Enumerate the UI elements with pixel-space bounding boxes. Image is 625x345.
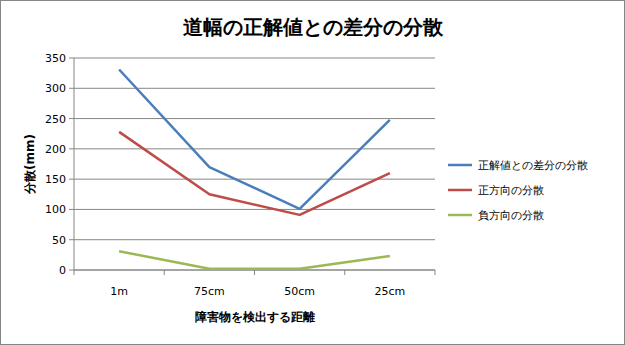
- y-tick-label: 300: [45, 82, 66, 95]
- series-line: [119, 132, 390, 215]
- grid-line: [74, 179, 435, 180]
- x-tick-label: 50cm: [284, 285, 315, 298]
- grid-line: [74, 209, 435, 210]
- x-tick: [164, 270, 165, 275]
- legend-label: 正方向の分散: [478, 184, 544, 197]
- series-line: [119, 251, 390, 269]
- y-tick-label: 50: [52, 234, 66, 247]
- grid-line: [74, 239, 435, 240]
- grid-line: [74, 88, 435, 89]
- y-tick: [69, 58, 74, 59]
- legend-swatch: [448, 214, 472, 217]
- x-tick: [74, 270, 75, 275]
- x-tick: [254, 270, 255, 275]
- x-tick-label: 75cm: [194, 285, 225, 298]
- x-tick: [344, 270, 345, 275]
- y-tick: [69, 148, 74, 149]
- legend-label: 負方向の分散: [478, 209, 544, 222]
- grid-line: [74, 118, 435, 119]
- grid-line: [74, 58, 435, 59]
- y-axis: [74, 58, 75, 270]
- x-tick: [435, 270, 436, 275]
- y-tick: [69, 270, 74, 271]
- y-tick-label: 200: [45, 143, 66, 156]
- x-tick-label: 1m: [110, 285, 128, 298]
- series-line: [119, 70, 390, 209]
- chart-frame: [1, 1, 625, 345]
- plot-area: [119, 70, 390, 269]
- x-axis-title: 障害物を検出する距離: [195, 310, 315, 324]
- y-tick-label: 350: [45, 52, 66, 65]
- y-tick-label: 250: [45, 113, 66, 126]
- y-tick: [69, 88, 74, 89]
- y-tick: [69, 179, 74, 180]
- y-tick-label: 150: [45, 173, 66, 186]
- y-axis-title: 分散(mm): [23, 134, 37, 195]
- legend-label: 正解値との差分の分散: [478, 159, 588, 172]
- legend-swatch: [448, 189, 472, 192]
- x-tick-label: 25cm: [374, 285, 405, 298]
- y-tick: [69, 239, 74, 240]
- legend-swatch: [448, 164, 472, 167]
- y-tick-label: 100: [45, 203, 66, 216]
- y-tick-label: 0: [59, 264, 66, 277]
- y-tick: [69, 209, 74, 210]
- chart: 道幅の正解値との差分の分散 0 50 100 150 200 250 300 350 1m 75cm…: [0, 0, 625, 345]
- title: 道幅の正解値との差分の分散: [183, 15, 444, 39]
- grid-line: [74, 148, 435, 149]
- y-tick: [69, 118, 74, 119]
